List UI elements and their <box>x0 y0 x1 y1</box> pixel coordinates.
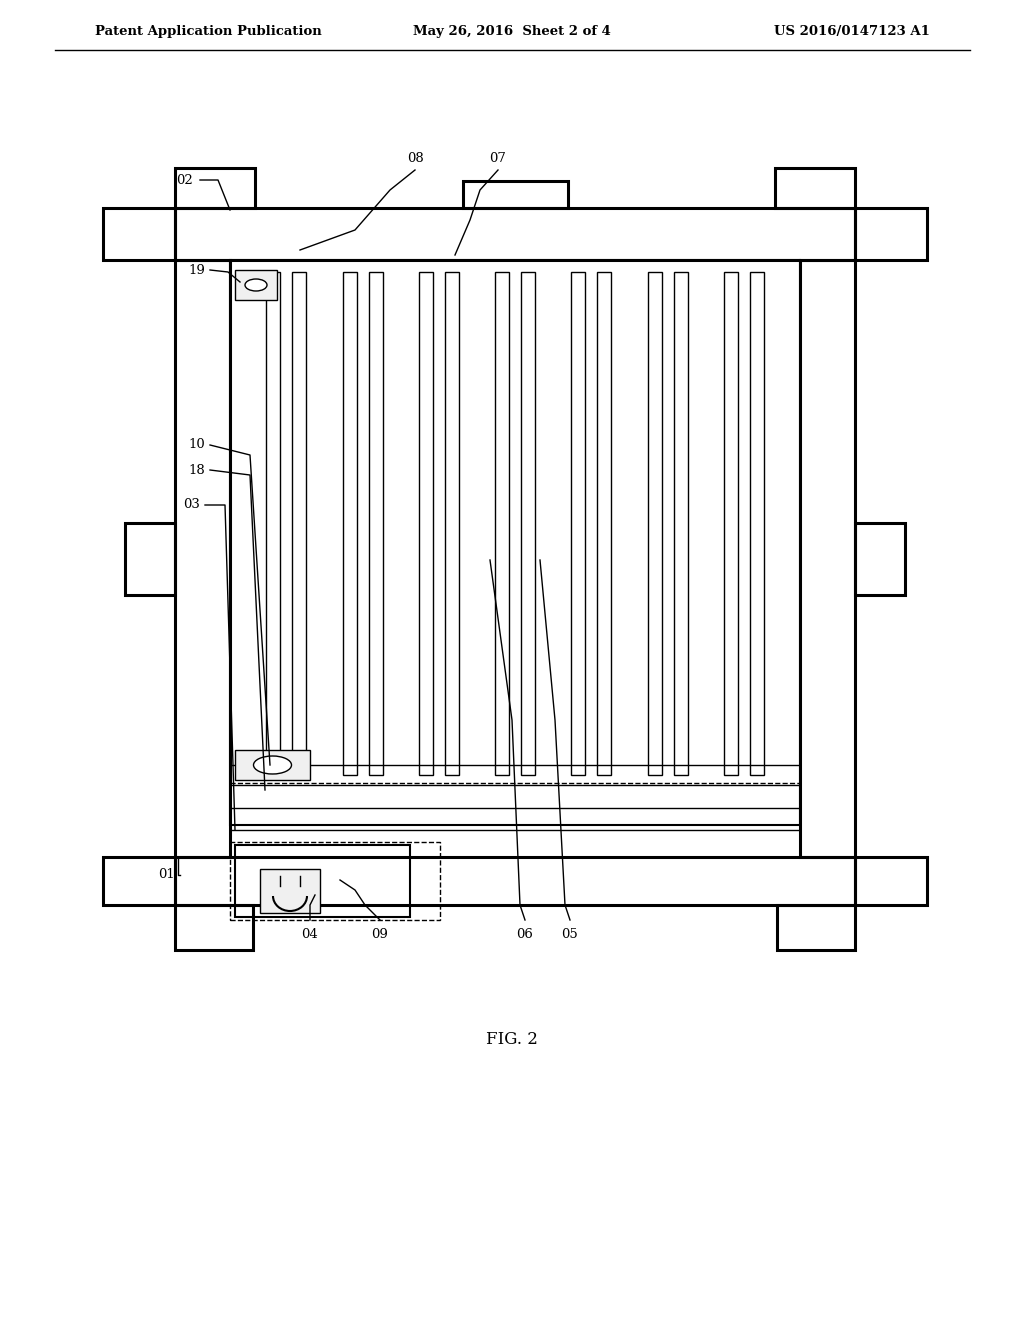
Text: 07: 07 <box>489 152 507 165</box>
Bar <box>597 272 611 775</box>
Text: May 26, 2016  Sheet 2 of 4: May 26, 2016 Sheet 2 of 4 <box>413 25 611 38</box>
Bar <box>230 808 800 830</box>
Bar <box>855 209 927 260</box>
Bar <box>342 272 356 775</box>
Bar <box>855 523 905 594</box>
Text: 19: 19 <box>188 264 205 276</box>
Bar <box>230 842 440 920</box>
Bar <box>234 750 310 780</box>
Bar <box>724 272 737 775</box>
Text: 06: 06 <box>516 928 534 941</box>
Bar <box>647 272 662 775</box>
Text: 04: 04 <box>302 928 318 941</box>
Text: US 2016/0147123 A1: US 2016/0147123 A1 <box>774 25 930 38</box>
Bar <box>175 168 255 209</box>
Bar <box>125 523 175 594</box>
Text: 09: 09 <box>372 928 388 941</box>
Bar <box>260 869 319 913</box>
Bar <box>175 906 253 950</box>
Bar <box>230 766 800 785</box>
Text: 10: 10 <box>188 438 205 451</box>
Bar <box>103 857 175 906</box>
Ellipse shape <box>245 279 267 290</box>
Bar <box>103 209 175 260</box>
Bar <box>175 857 855 906</box>
Bar <box>855 857 927 906</box>
Bar <box>175 209 855 260</box>
Bar <box>800 260 855 857</box>
Bar <box>463 181 567 209</box>
Text: FIG. 2: FIG. 2 <box>486 1031 538 1048</box>
Bar <box>292 272 306 775</box>
Ellipse shape <box>254 756 292 774</box>
Bar <box>750 272 764 775</box>
Bar <box>266 272 281 775</box>
Bar <box>175 260 230 857</box>
Bar <box>234 271 278 300</box>
Bar <box>419 272 433 775</box>
Text: 05: 05 <box>561 928 579 941</box>
Text: 03: 03 <box>183 499 200 511</box>
Bar <box>495 272 509 775</box>
Bar <box>777 906 855 950</box>
Text: 02: 02 <box>176 173 193 186</box>
Bar <box>369 272 383 775</box>
Bar <box>230 260 800 825</box>
Bar <box>521 272 535 775</box>
Bar <box>444 272 459 775</box>
Bar <box>234 845 410 917</box>
Text: Patent Application Publication: Patent Application Publication <box>95 25 322 38</box>
Text: 08: 08 <box>407 152 423 165</box>
Text: 01: 01 <box>159 869 175 882</box>
Bar <box>775 168 855 209</box>
Bar <box>674 272 687 775</box>
Bar <box>571 272 586 775</box>
Text: 18: 18 <box>188 463 205 477</box>
